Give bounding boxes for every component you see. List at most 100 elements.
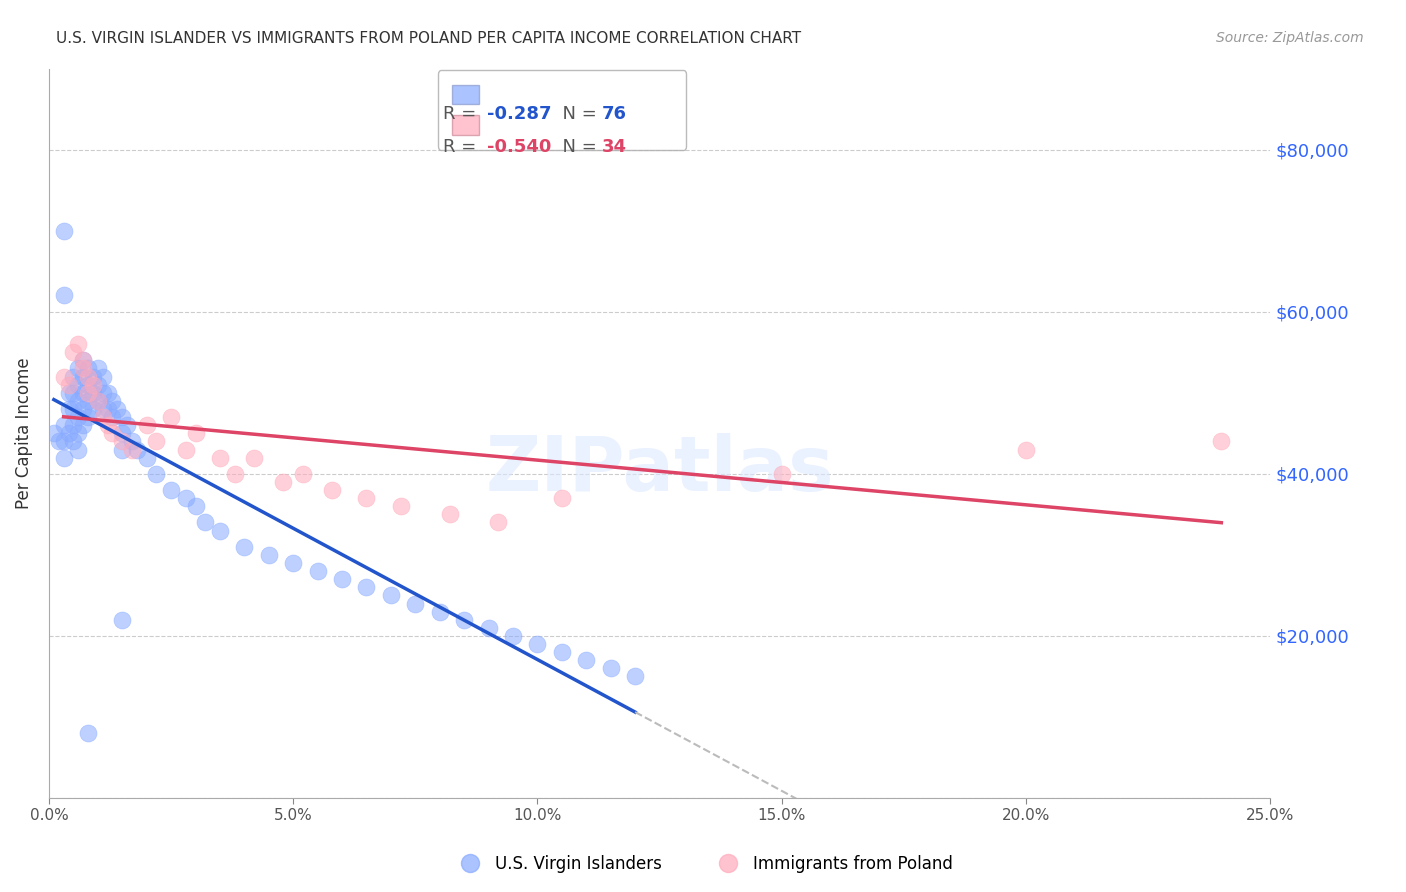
- Point: [62, 345, 84, 359]
- Point: [91, 401, 114, 416]
- Point: [58, 385, 80, 400]
- Point: [97, 385, 120, 400]
- Point: [121, 442, 143, 457]
- Point: [526, 637, 548, 651]
- Point: [91, 410, 114, 425]
- Text: -0.540: -0.540: [488, 138, 551, 156]
- Point: [283, 556, 305, 570]
- Point: [82, 401, 104, 416]
- Point: [72, 353, 94, 368]
- Point: [145, 467, 167, 481]
- Point: [551, 491, 574, 505]
- Point: [77, 410, 100, 425]
- Point: [115, 418, 138, 433]
- Point: [135, 450, 157, 465]
- Point: [1211, 434, 1233, 449]
- Point: [52, 434, 75, 449]
- Y-axis label: Per Capita Income: Per Capita Income: [15, 358, 32, 509]
- Text: 34: 34: [602, 138, 627, 156]
- Point: [82, 369, 104, 384]
- Point: [67, 377, 90, 392]
- Point: [62, 369, 84, 384]
- Point: [62, 401, 84, 416]
- Point: [111, 410, 134, 425]
- Point: [208, 524, 231, 538]
- Point: [87, 393, 110, 408]
- Point: [101, 410, 124, 425]
- Point: [208, 450, 231, 465]
- Point: [111, 613, 134, 627]
- Point: [77, 726, 100, 740]
- Point: [62, 385, 84, 400]
- Point: [72, 353, 94, 368]
- Point: [67, 426, 90, 441]
- Point: [72, 385, 94, 400]
- Point: [72, 401, 94, 416]
- Point: [77, 377, 100, 392]
- Point: [174, 491, 197, 505]
- Point: [105, 401, 128, 416]
- Point: [58, 377, 80, 392]
- Text: R =: R =: [443, 104, 482, 123]
- Point: [62, 418, 84, 433]
- Point: [389, 500, 412, 514]
- Point: [48, 434, 70, 449]
- Point: [82, 385, 104, 400]
- Text: U.S. VIRGIN ISLANDER VS IMMIGRANTS FROM POLAND PER CAPITA INCOME CORRELATION CHA: U.S. VIRGIN ISLANDER VS IMMIGRANTS FROM …: [56, 31, 801, 46]
- Point: [121, 434, 143, 449]
- Point: [145, 434, 167, 449]
- Point: [160, 410, 183, 425]
- Point: [551, 645, 574, 659]
- Legend:                                ,                                : ,: [437, 70, 686, 150]
- Point: [111, 442, 134, 457]
- Point: [273, 475, 295, 489]
- Point: [77, 393, 100, 408]
- Point: [82, 377, 104, 392]
- Point: [160, 483, 183, 497]
- Point: [62, 434, 84, 449]
- Point: [321, 483, 343, 497]
- Point: [224, 467, 246, 481]
- Point: [194, 516, 217, 530]
- Text: N =: N =: [551, 104, 602, 123]
- Point: [52, 418, 75, 433]
- Legend: U.S. Virgin Islanders, Immigrants from Poland: U.S. Virgin Islanders, Immigrants from P…: [446, 848, 960, 880]
- Point: [58, 426, 80, 441]
- Point: [58, 401, 80, 416]
- Point: [243, 450, 266, 465]
- Point: [101, 426, 124, 441]
- Point: [307, 564, 329, 578]
- Point: [52, 450, 75, 465]
- Point: [52, 224, 75, 238]
- Point: [624, 669, 647, 683]
- Point: [67, 337, 90, 351]
- Point: [257, 548, 280, 562]
- Point: [111, 434, 134, 449]
- Point: [184, 500, 207, 514]
- Point: [101, 393, 124, 408]
- Point: [486, 516, 509, 530]
- Point: [502, 629, 524, 643]
- Point: [599, 661, 621, 675]
- Text: 76: 76: [602, 104, 627, 123]
- Point: [42, 426, 65, 441]
- Point: [72, 361, 94, 376]
- Point: [125, 442, 148, 457]
- Text: ZIPatlas: ZIPatlas: [485, 433, 834, 507]
- Text: -0.287: -0.287: [488, 104, 553, 123]
- Text: Source: ZipAtlas.com: Source: ZipAtlas.com: [1216, 31, 1364, 45]
- Point: [67, 442, 90, 457]
- Point: [356, 491, 378, 505]
- Point: [77, 361, 100, 376]
- Point: [380, 589, 402, 603]
- Point: [1015, 442, 1038, 457]
- Point: [77, 385, 100, 400]
- Text: R =: R =: [443, 138, 482, 156]
- Point: [174, 442, 197, 457]
- Point: [770, 467, 793, 481]
- Point: [97, 418, 120, 433]
- Point: [330, 572, 353, 586]
- Point: [575, 653, 598, 667]
- Point: [77, 369, 100, 384]
- Point: [233, 540, 256, 554]
